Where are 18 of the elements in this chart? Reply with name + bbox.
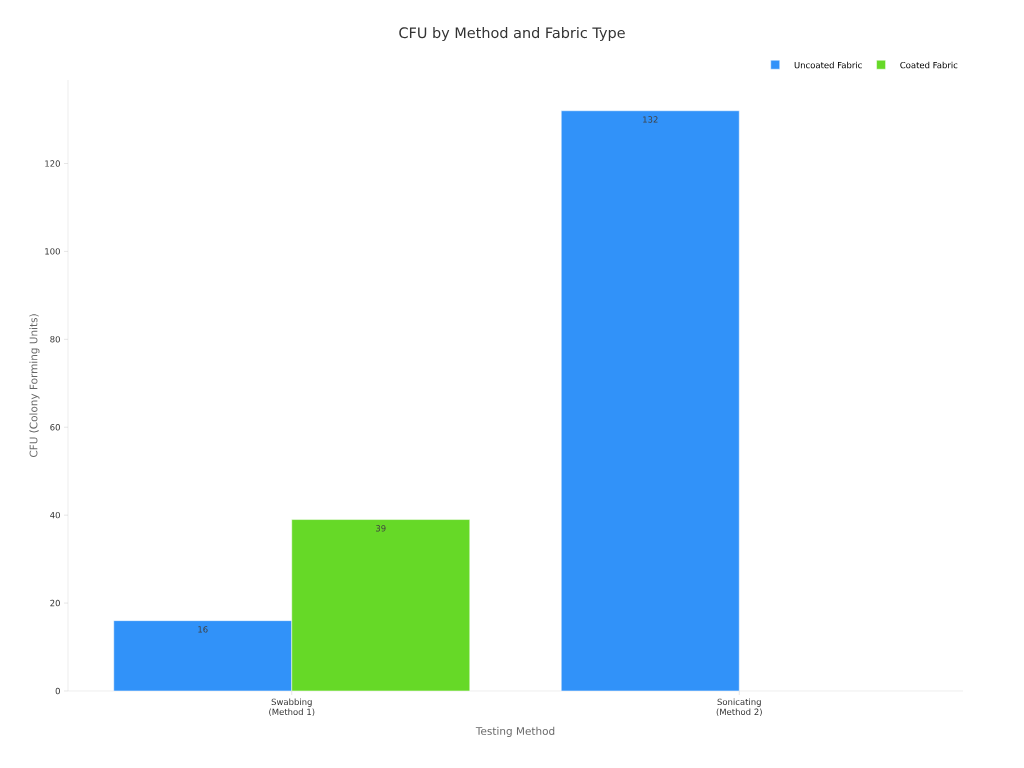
y-axis-title: CFU (Colony Forming Units) [29,314,40,457]
x-tick-label: Sonicating (Method 2) [716,698,762,717]
data-label: 16 [198,626,208,633]
data-label: 132 [643,116,658,123]
data-label: 39 [376,525,386,532]
y-tick-label: 60 [50,424,60,431]
chart-title: CFU by Method and Fabric Type [399,26,625,41]
bar [561,110,740,691]
y-tick-label: 20 [50,599,60,607]
y-tick-label: 40 [50,511,60,519]
y-tick-label: 80 [50,336,60,343]
legend-label: Coated Fabric [900,61,958,69]
y-tick-label: 100 [45,248,60,255]
x-tick-label: Swabbing (Method 1) [269,698,315,717]
x-axis-title: Testing Method [475,726,555,737]
y-tick-label: 0 [55,687,60,695]
y-tick-label: 120 [45,160,60,167]
legend-label: Uncoated Fabric [794,61,862,69]
